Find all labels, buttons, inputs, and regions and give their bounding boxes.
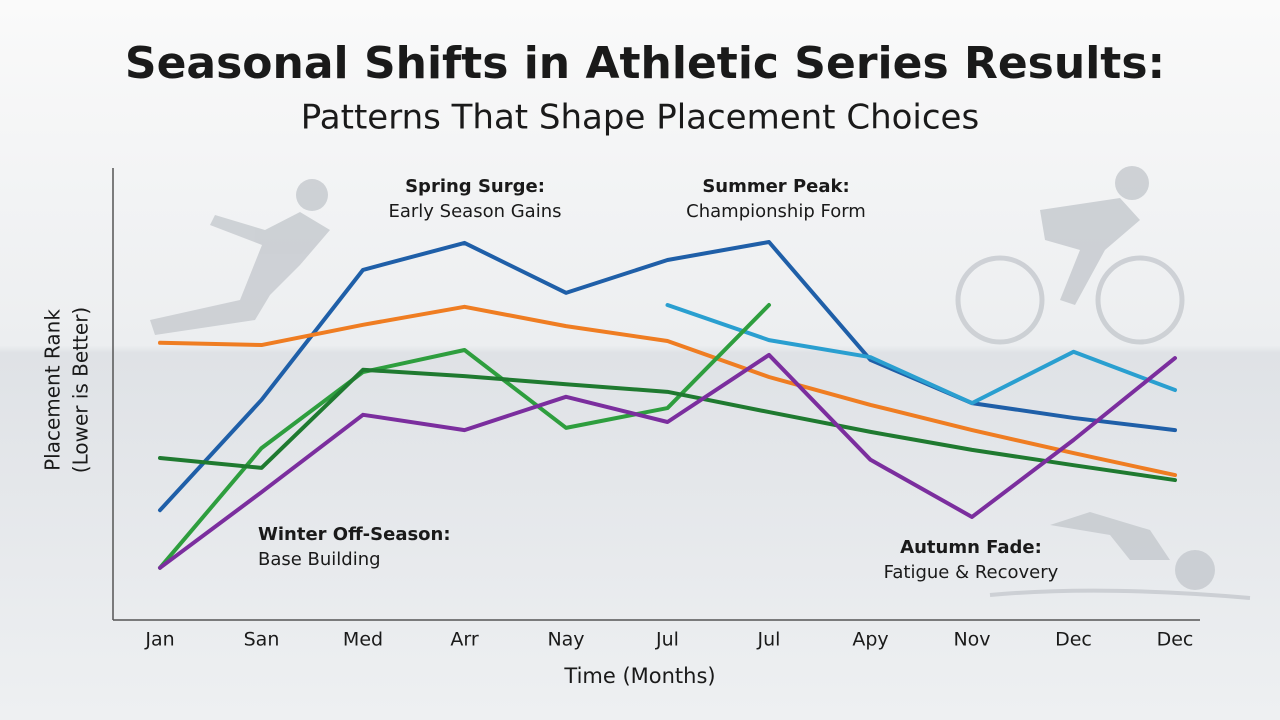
annotation-text: Base Building [258,549,381,570]
decorations [150,166,1251,600]
annotation-text: Early Season Gains [389,201,562,222]
y-axis-label: (Lower is Better) [69,307,93,473]
x-axis-label: Time (Months) [563,664,715,688]
chart-subtitle: Patterns That Shape Placement Choices [301,98,979,138]
series-line [158,240,1177,513]
x-tick-label: Dec [1157,629,1194,651]
chart-title: Seasonal Shifts in Athletic Series Resul… [125,38,1165,89]
x-tick-label: Jul [757,629,781,651]
series-line [158,304,1177,478]
annotation-text: Championship Form [686,201,866,222]
x-tick-label: Arr [450,629,478,651]
annotation-title: Winter Off-Season: [258,524,451,545]
x-tick-label: Dec [1055,629,1092,651]
x-tick-label: San [244,629,280,651]
annotation-title: Spring Surge: [405,176,545,197]
x-tick-label: Jul [655,629,679,651]
annotation-title: Summer Peak: [702,176,849,197]
x-tick-label: Jan [144,629,174,651]
series-line [158,367,1177,483]
x-tick-label: Nay [547,629,584,651]
series-line [158,303,771,570]
series-line [665,303,1177,406]
x-tick-label: Med [343,629,383,651]
x-tick-label: Nov [953,629,990,651]
annotation-title: Autumn Fade: [900,537,1042,558]
series-line [158,352,1177,570]
x-tick-label: Apy [852,629,888,651]
annotation-text: Fatigue & Recovery [884,562,1059,583]
y-axis-label: Placement Rank [41,309,65,471]
